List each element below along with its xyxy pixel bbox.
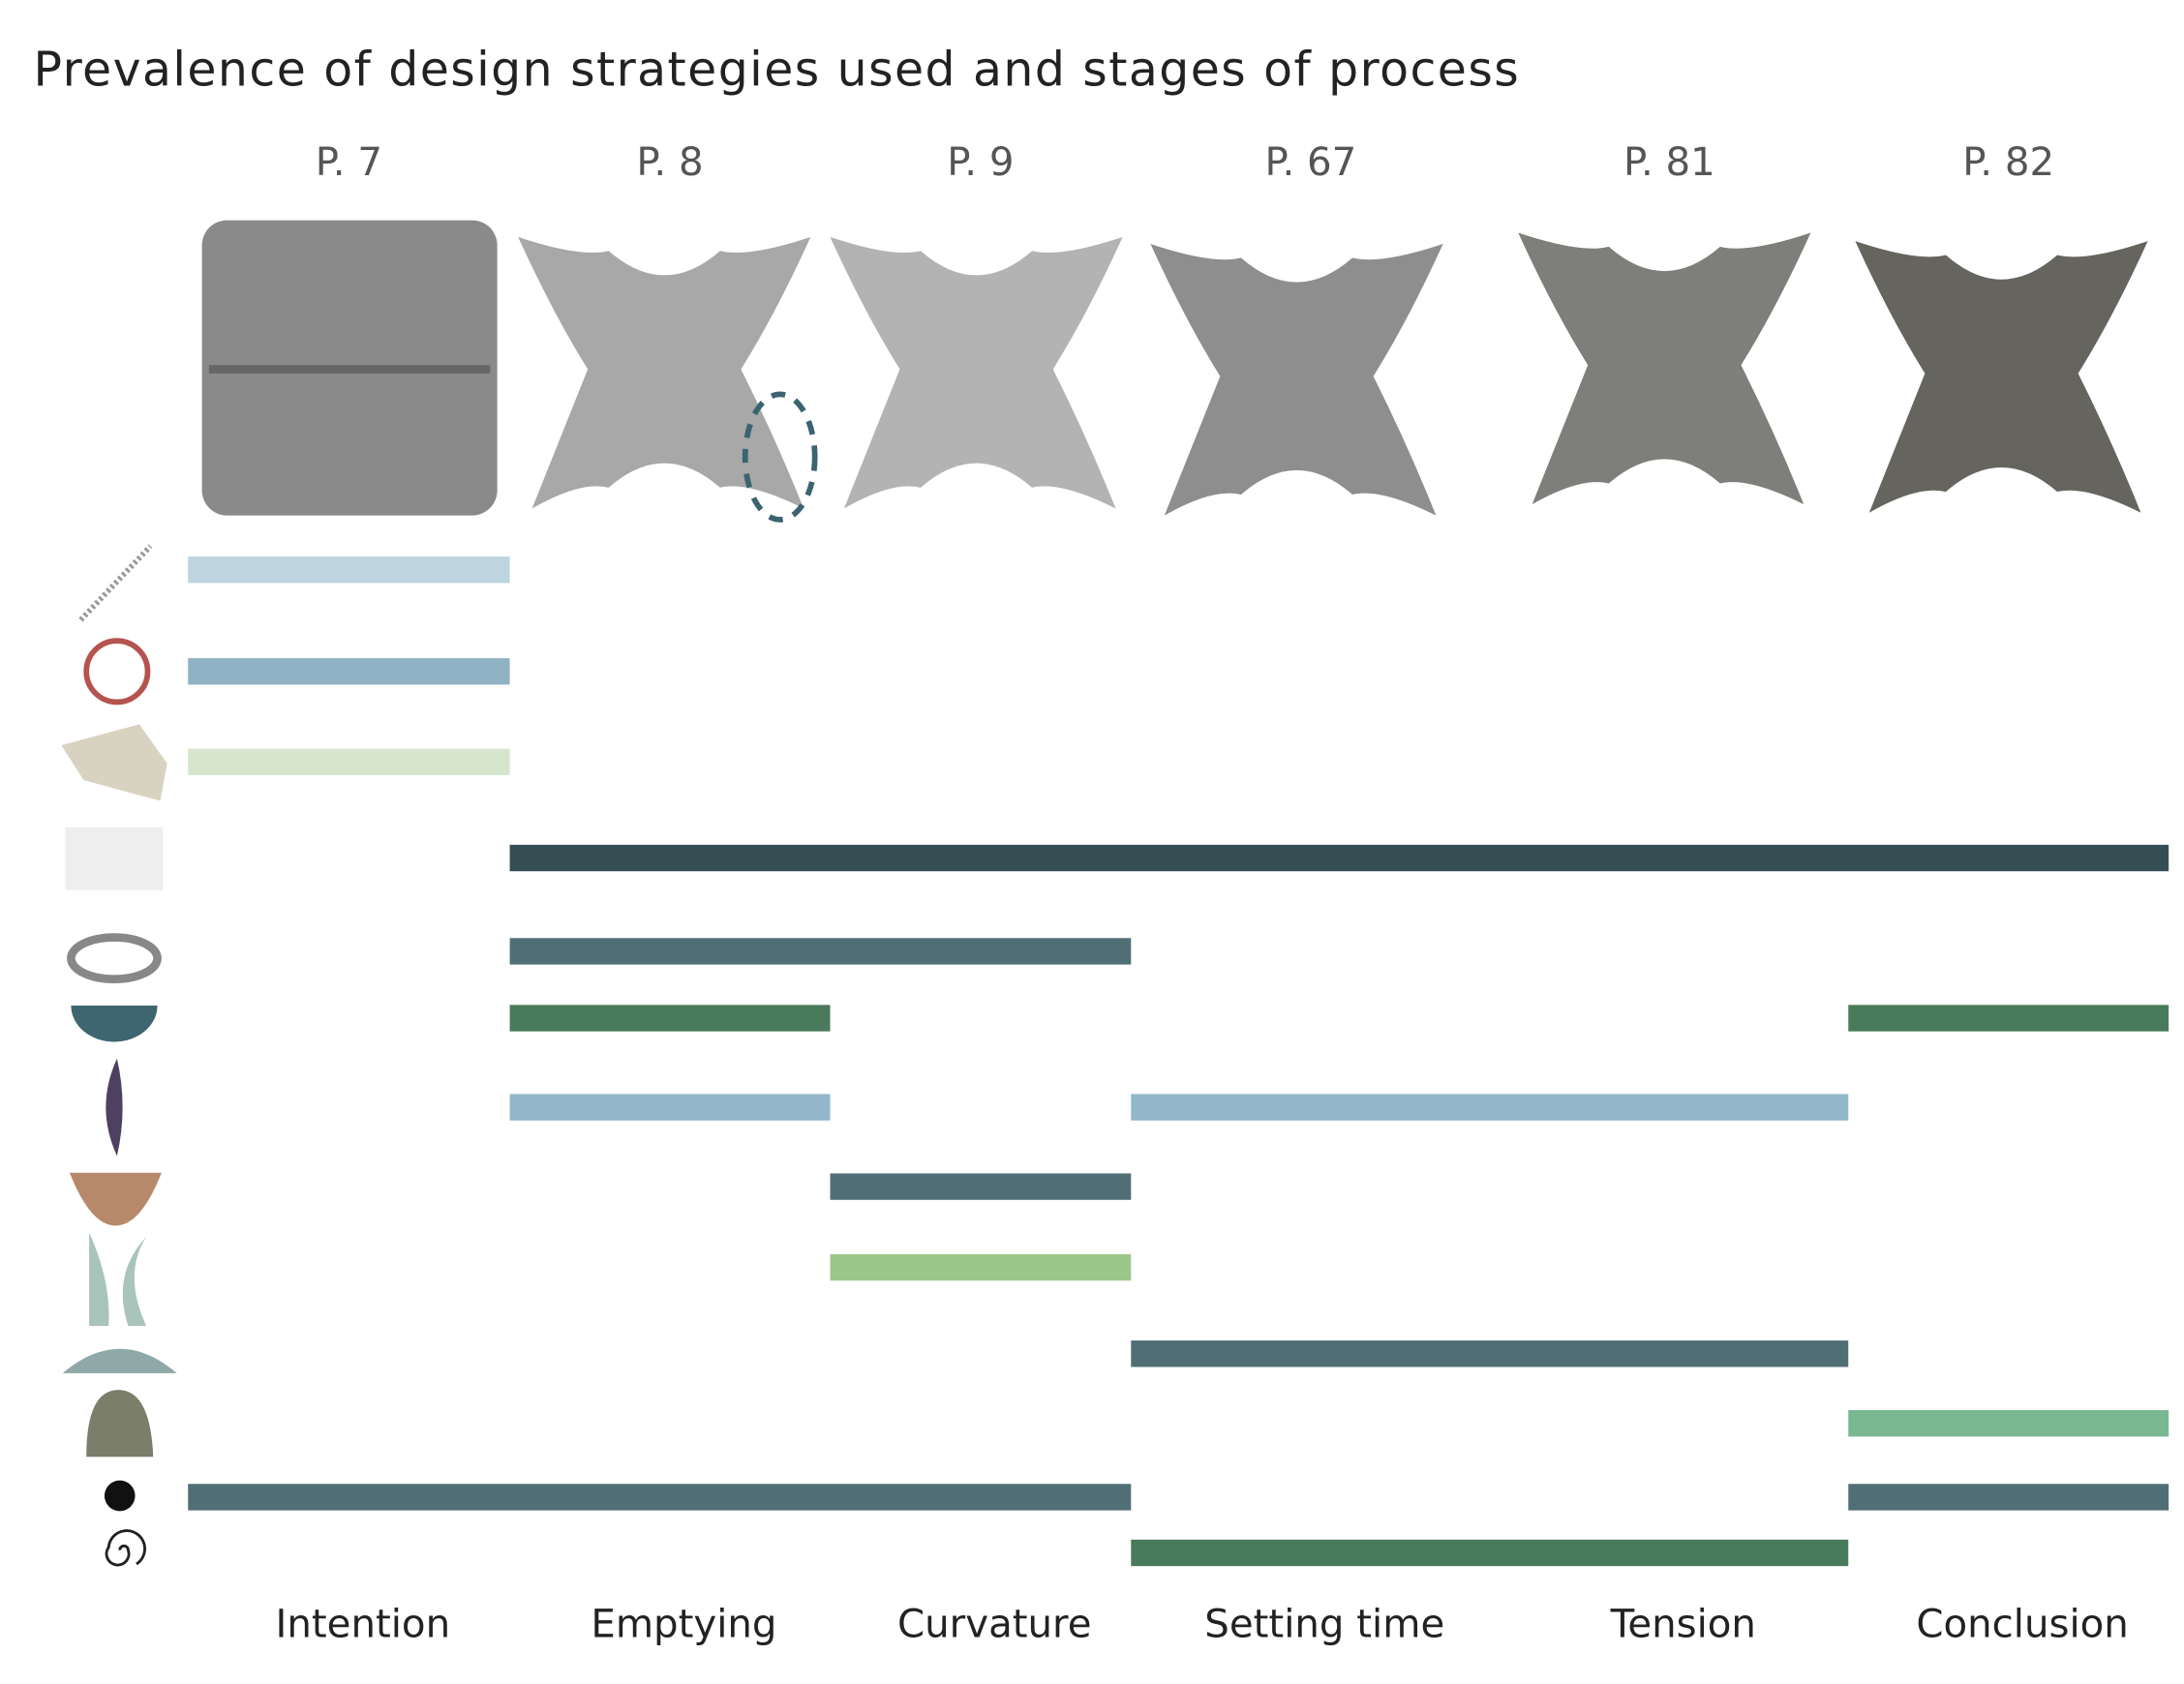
- stage-label: Tension: [1610, 1603, 1756, 1647]
- icon-lens: [106, 1058, 123, 1157]
- bar: [1131, 1539, 1849, 1567]
- bar: [188, 748, 510, 775]
- icon-bell: [86, 1390, 154, 1458]
- icon-fabric: [65, 827, 164, 890]
- title: Prevalence of design strategies used and…: [34, 43, 1521, 98]
- photo: [1855, 241, 2148, 513]
- photos: [201, 220, 2148, 523]
- photo: [518, 236, 811, 509]
- page-label: P. 7: [316, 140, 382, 185]
- page-label: P. 82: [1962, 140, 2054, 185]
- highlight: [742, 391, 818, 523]
- icon-curves: [89, 1232, 147, 1326]
- icon-dome: [62, 1348, 177, 1373]
- bar: [509, 844, 2169, 872]
- bar: [509, 938, 1132, 965]
- page-label: P. 9: [947, 140, 1014, 185]
- page-label: P. 67: [1264, 140, 1356, 185]
- bar: [509, 1005, 831, 1032]
- bar: [1848, 1484, 2169, 1511]
- stage-label: Emptying: [591, 1603, 776, 1647]
- bar: [1131, 1340, 1849, 1368]
- bar: [830, 1173, 1132, 1200]
- bar: [188, 658, 510, 685]
- bar: [509, 1094, 831, 1121]
- icon-bowl: [69, 1172, 162, 1226]
- photo: [830, 236, 1123, 509]
- icon-spiral: [105, 1529, 146, 1567]
- icon-chain: [78, 544, 153, 622]
- icons: [61, 544, 177, 1567]
- bar: [830, 1253, 1132, 1281]
- photo: [1518, 232, 1811, 505]
- stage-label: Curvature: [897, 1603, 1091, 1647]
- bar: [188, 556, 510, 584]
- bar: [1131, 1094, 1849, 1121]
- stage-label: Conclusion: [1916, 1603, 2128, 1647]
- bar: [188, 1484, 1132, 1511]
- stage-label: Intention: [275, 1603, 450, 1647]
- bar: [1848, 1005, 2169, 1032]
- page-label: P. 81: [1623, 140, 1715, 185]
- photo: [1150, 244, 1443, 516]
- icon-cloth-roll: [61, 724, 167, 801]
- page-label: P. 8: [636, 140, 703, 185]
- stage-label: Setting time: [1204, 1603, 1444, 1647]
- icon-hoop: [83, 638, 151, 706]
- icon-ring: [67, 933, 162, 984]
- icon-dot: [104, 1480, 136, 1512]
- bar: [1848, 1410, 2169, 1437]
- icon-half-disk: [71, 1006, 158, 1042]
